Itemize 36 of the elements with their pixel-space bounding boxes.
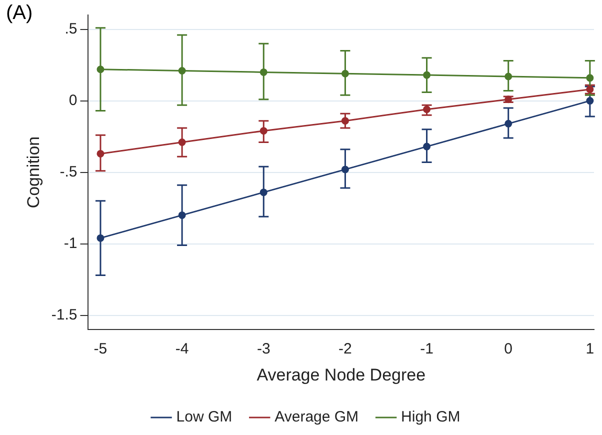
- point: [178, 138, 186, 146]
- x-tick-label: -1: [420, 340, 434, 358]
- point: [178, 211, 186, 219]
- x-tick-label: -3: [256, 340, 270, 358]
- x-axis-title: Average Node Degree: [256, 365, 426, 384]
- point: [178, 67, 186, 75]
- legend-label: Low GM: [176, 408, 232, 426]
- x-tick-label: -5: [94, 340, 108, 358]
- point: [341, 166, 349, 174]
- point: [96, 150, 104, 158]
- point: [96, 66, 104, 74]
- point: [423, 142, 431, 150]
- point: [96, 234, 104, 242]
- point: [260, 127, 268, 135]
- y-tick-label: 0: [68, 92, 78, 109]
- text: (A): [6, 2, 33, 25]
- point: [260, 68, 268, 76]
- y-tick-label: -1.5: [51, 306, 78, 324]
- point: [260, 188, 268, 196]
- x-tick-label: -4: [175, 340, 189, 358]
- y-tick-label: -1: [64, 234, 78, 252]
- legend-label: Average GM: [274, 408, 359, 426]
- x-tick-label: 1: [586, 340, 594, 358]
- x-tick-label: -2: [338, 340, 352, 358]
- point: [504, 120, 512, 128]
- point: [423, 106, 431, 114]
- legend-label: High GM: [401, 408, 460, 426]
- point: [423, 71, 431, 79]
- y-tick-label: .5: [64, 20, 78, 38]
- point: [504, 72, 512, 80]
- x-tick-label: 0: [504, 340, 513, 358]
- point: [586, 97, 594, 105]
- point: [341, 70, 349, 78]
- y-tick-label: -.5: [60, 163, 78, 180]
- y-axis-title: Cognition: [24, 136, 43, 208]
- point: [586, 74, 594, 82]
